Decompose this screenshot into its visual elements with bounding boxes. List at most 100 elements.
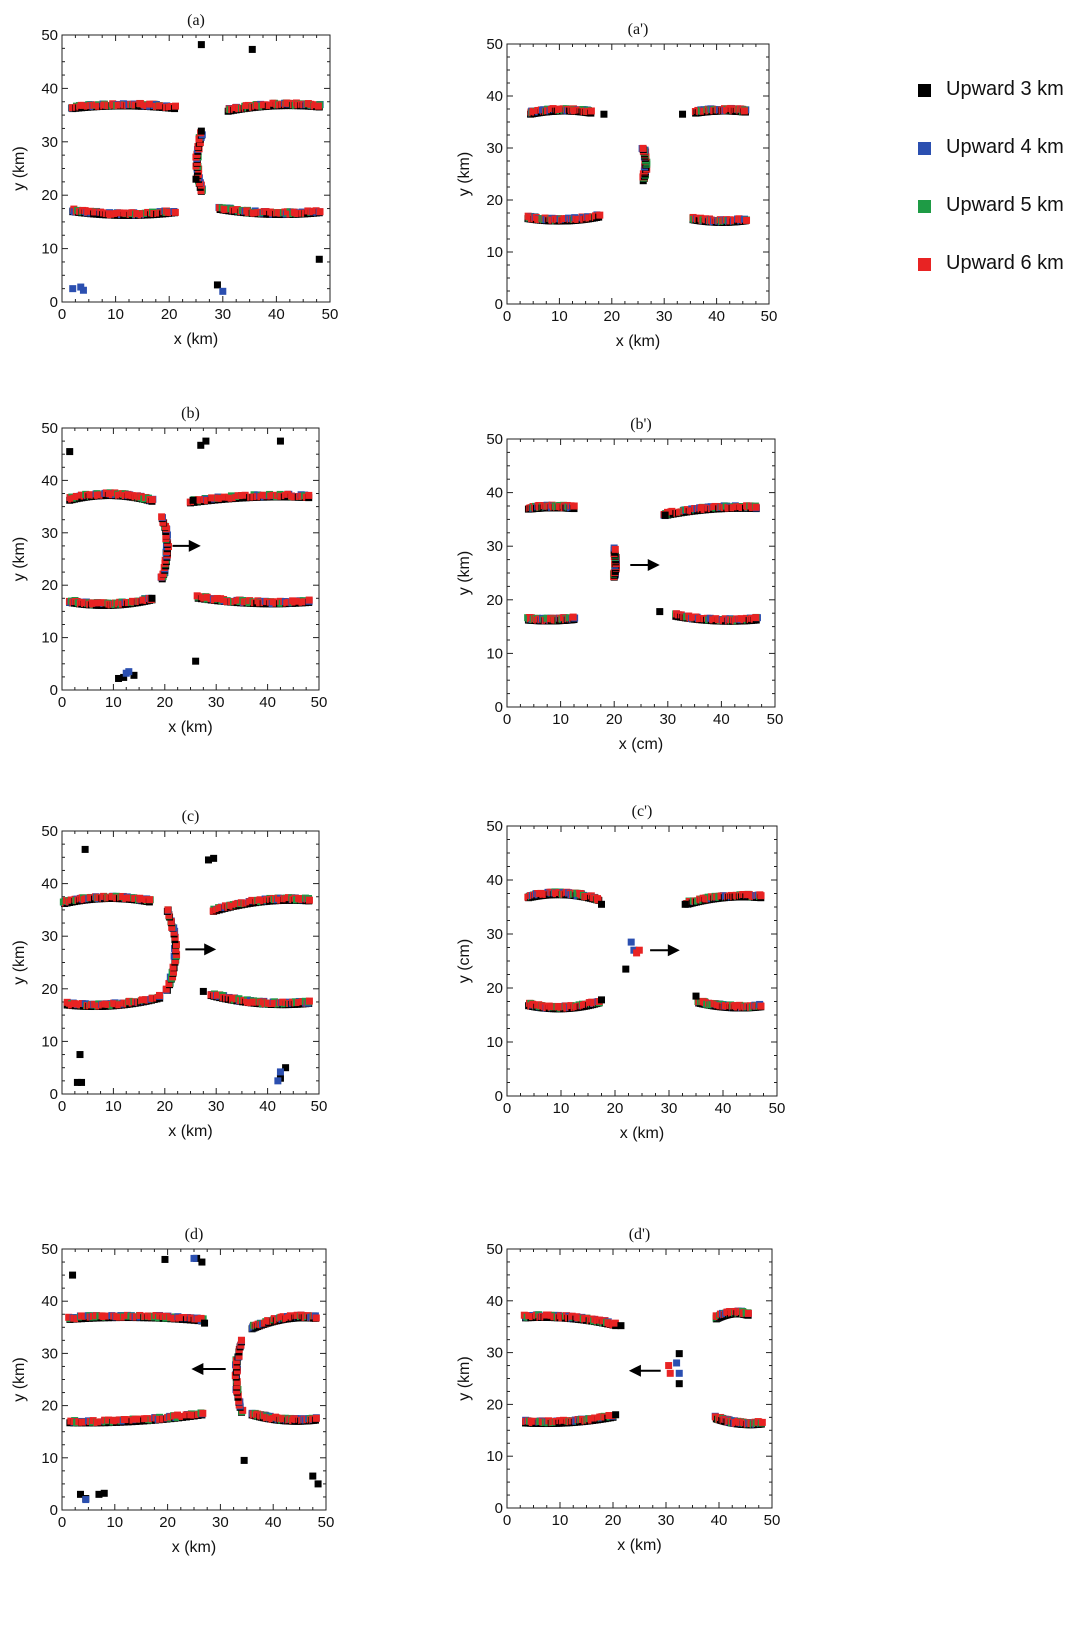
marker-upward-6km bbox=[170, 968, 178, 976]
marker-upward-6km bbox=[100, 1313, 108, 1321]
y-tick-label: 30 bbox=[41, 1345, 58, 1362]
y-tick-label: 50 bbox=[41, 823, 58, 840]
y-tick-label: 30 bbox=[486, 926, 503, 943]
x-tick-label: 0 bbox=[503, 711, 511, 728]
point-upward-4-km bbox=[276, 1068, 284, 1076]
y-axis-label: y (km) bbox=[456, 551, 473, 595]
marker-upward-6km bbox=[178, 1314, 186, 1322]
marker-upward-6km bbox=[148, 496, 156, 504]
panel-title: (a') bbox=[628, 21, 649, 38]
y-tick-label: 30 bbox=[41, 928, 58, 945]
marker-upward-6km bbox=[269, 491, 277, 499]
direction-arrow-head bbox=[191, 1363, 204, 1376]
x-tick-label: 50 bbox=[767, 711, 784, 728]
legend-label: Upward 3 km bbox=[946, 78, 1064, 100]
marker-upward-6km bbox=[159, 1415, 167, 1423]
marker-upward-6km bbox=[172, 946, 180, 954]
point-upward-3-km bbox=[309, 1472, 317, 1480]
marker-upward-6km bbox=[92, 208, 100, 216]
point-upward-4-km bbox=[673, 1359, 681, 1367]
point-upward-3-km bbox=[161, 1255, 169, 1263]
point-upward-4-km bbox=[675, 1369, 683, 1377]
y-tick-label: 20 bbox=[41, 981, 58, 998]
point-upward-3-km bbox=[315, 255, 323, 263]
marker-upward-6km bbox=[639, 144, 647, 152]
y-axis-label: y (km) bbox=[11, 537, 28, 581]
y-axis-label: y (km) bbox=[456, 152, 473, 196]
marker-upward-6km bbox=[277, 492, 285, 500]
y-tick-label: 0 bbox=[495, 1500, 503, 1517]
marker-upward-6km bbox=[111, 1000, 119, 1008]
x-axis-label: x (km) bbox=[617, 1537, 661, 1554]
legend-item-upward-5km: Upward 5 km bbox=[918, 192, 1078, 250]
legend-swatch-black bbox=[918, 84, 931, 97]
point-upward-3-km bbox=[197, 127, 205, 135]
x-tick-label: 50 bbox=[322, 306, 339, 323]
point-upward-4-km bbox=[190, 1254, 198, 1262]
marker-upward-6km bbox=[217, 903, 225, 911]
marker-upward-6km bbox=[158, 513, 166, 521]
marker-upward-6km bbox=[220, 493, 228, 501]
marker-upward-6km bbox=[284, 490, 292, 498]
y-tick-label: 20 bbox=[486, 980, 503, 997]
marker-upward-6km bbox=[80, 101, 88, 109]
marker-upward-6km bbox=[250, 209, 258, 217]
direction-arrow-head bbox=[204, 943, 217, 956]
x-tick-label: 50 bbox=[311, 694, 328, 711]
point-upward-4-km bbox=[274, 1077, 282, 1085]
marker-upward-6km bbox=[316, 208, 324, 216]
y-tick-label: 50 bbox=[486, 36, 503, 53]
y-tick-label: 10 bbox=[41, 1033, 58, 1050]
point-upward-3-km bbox=[210, 854, 218, 862]
x-axis-label: x (km) bbox=[168, 1123, 212, 1140]
marker-upward-6km bbox=[262, 208, 270, 216]
x-tick-label: 30 bbox=[208, 1098, 225, 1115]
x-tick-label: 10 bbox=[553, 1100, 570, 1117]
y-tick-label: 20 bbox=[41, 187, 58, 204]
x-tick-label: 30 bbox=[658, 1512, 675, 1529]
legend-label: Upward 4 km bbox=[946, 136, 1064, 158]
marker-upward-6km bbox=[223, 597, 231, 605]
point-upward-3-km bbox=[130, 671, 138, 679]
marker-upward-6km bbox=[116, 1313, 124, 1321]
marker-upward-6km bbox=[93, 1418, 101, 1426]
marker-upward-6km bbox=[169, 973, 177, 981]
point-upward-4-km bbox=[125, 668, 133, 676]
y-axis-label: y (km) bbox=[11, 146, 28, 190]
point-upward-3-km bbox=[675, 1380, 683, 1388]
x-tick-label: 20 bbox=[607, 1100, 624, 1117]
marker-upward-6km bbox=[531, 1417, 539, 1425]
point-upward-3-km bbox=[199, 987, 207, 995]
x-tick-label: 10 bbox=[106, 1514, 123, 1531]
marker-upward-6km bbox=[203, 593, 211, 601]
point-upward-3-km bbox=[197, 41, 205, 49]
point-upward-3-km bbox=[600, 110, 608, 118]
marker-upward-6km bbox=[100, 101, 108, 109]
marker-upward-6km bbox=[203, 496, 211, 504]
point-upward-3-km bbox=[76, 1051, 84, 1059]
y-tick-label: 10 bbox=[486, 244, 503, 261]
marker-upward-6km bbox=[172, 102, 180, 110]
x-tick-label: 0 bbox=[58, 306, 66, 323]
x-tick-label: 40 bbox=[259, 694, 276, 711]
y-axis-label: y (cm) bbox=[456, 939, 473, 983]
marker-upward-6km bbox=[199, 1409, 207, 1417]
marker-upward-6km bbox=[272, 599, 280, 607]
marker-upward-6km bbox=[757, 892, 765, 900]
y-tick-label: 50 bbox=[486, 1241, 503, 1258]
marker-upward-6km bbox=[232, 1362, 240, 1370]
plot-frame bbox=[506, 43, 770, 305]
y-tick-label: 40 bbox=[486, 485, 503, 502]
marker-upward-6km bbox=[244, 208, 252, 216]
x-tick-label: 0 bbox=[503, 308, 511, 325]
y-tick-label: 10 bbox=[486, 1034, 503, 1051]
marker-upward-6km bbox=[244, 101, 252, 109]
marker-upward-6km bbox=[314, 102, 322, 110]
marker-upward-6km bbox=[312, 1314, 320, 1322]
marker-upward-6km bbox=[115, 1416, 123, 1424]
marker-upward-6km bbox=[104, 1312, 112, 1320]
legend: Upward 3 km Upward 4 km Upward 5 km Upwa… bbox=[918, 76, 1078, 308]
point-upward-3-km bbox=[598, 996, 605, 1004]
point-upward-3-km bbox=[202, 437, 210, 445]
